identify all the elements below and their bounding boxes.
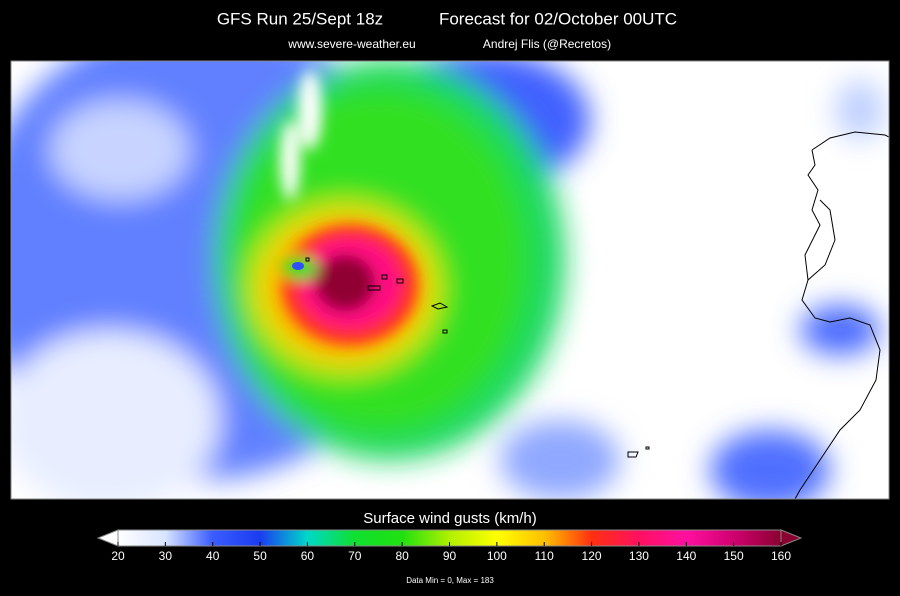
colorbar-tick-label: 140 <box>676 549 696 563</box>
colorbar-tick-label: 30 <box>159 549 173 563</box>
author: Andrej Flis (@Recretos) <box>483 37 611 51</box>
title-run: GFS Run 25/Sept 18z <box>217 9 383 28</box>
colorbar-tick-label: 120 <box>582 549 602 563</box>
colorbar-high-arrow <box>780 529 803 547</box>
colorbar-tick-label: 40 <box>206 549 220 563</box>
website: www.severe-weather.eu <box>287 37 415 51</box>
colorbar-tick-label: 50 <box>253 549 267 563</box>
map <box>11 61 889 499</box>
colorbar-tick-label: 70 <box>348 549 362 563</box>
colorbar-label: Surface wind gusts (km/h) <box>363 510 536 527</box>
colorbar-tick-label: 60 <box>301 549 315 563</box>
colorbar-tick-label: 130 <box>629 549 649 563</box>
colorbar-tick-label: 150 <box>724 549 744 563</box>
colorbar-tick-label: 100 <box>487 549 507 563</box>
title-forecast: Forecast for 02/October 00UTC <box>439 9 677 28</box>
colorbar-tick-label: 160 <box>771 549 791 563</box>
data-stats: Data Min = 0, Max = 183 <box>406 576 494 585</box>
colorbar-tick-label: 90 <box>443 549 457 563</box>
colorbar-tick-label: 80 <box>395 549 409 563</box>
colorbar-tick-label: 20 <box>111 549 125 563</box>
colorbar-low-arrow <box>96 529 119 547</box>
colorbar-tick-label: 110 <box>535 549 554 563</box>
